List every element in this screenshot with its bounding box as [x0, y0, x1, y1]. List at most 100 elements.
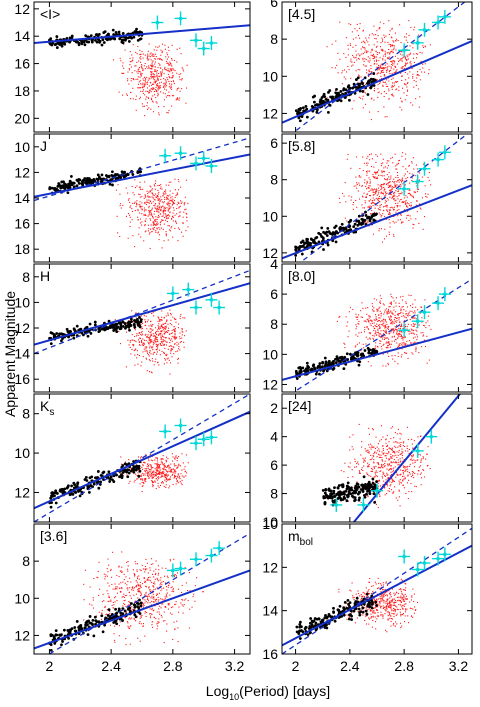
y-tick-label: 12 [14, 484, 30, 500]
ogle-point [386, 313, 388, 315]
ogle-point [153, 184, 155, 186]
ogle-point [161, 341, 163, 343]
ogle-point [406, 86, 408, 88]
panel-label: <I> [40, 6, 60, 22]
ogle-point [403, 209, 406, 211]
ogle-point [377, 84, 379, 86]
ogle-point [423, 163, 425, 165]
ogle-point [165, 327, 167, 329]
ogle-point [142, 53, 144, 55]
sequence-point [92, 482, 96, 486]
ogle-point [164, 207, 166, 209]
ogle-point [160, 333, 162, 335]
ogle-point [142, 57, 144, 59]
ogle-point [169, 87, 172, 89]
ogle-point [355, 316, 357, 318]
ogle-point [369, 446, 371, 448]
sequence-point [352, 82, 356, 86]
ogle-point [176, 460, 178, 462]
ogle-point [391, 64, 393, 66]
ogle-point [151, 71, 153, 73]
sequence-point [372, 212, 376, 216]
ogle-point [131, 348, 133, 351]
ogle-point [140, 236, 142, 238]
ogle-point [171, 88, 173, 90]
sequence-point [58, 43, 62, 46]
ogle-point [159, 88, 161, 90]
ogle-point [412, 473, 414, 475]
ogle-point [133, 202, 135, 204]
ogle-point [400, 333, 402, 335]
ogle-point [380, 75, 382, 77]
sequence-point [313, 94, 316, 98]
ogle-point [170, 206, 172, 208]
ogle-point [166, 77, 168, 79]
extreme-point [201, 46, 206, 51]
ogle-point [393, 195, 395, 197]
ogle-point [359, 54, 361, 56]
ogle-point [183, 476, 185, 478]
ogle-point [154, 80, 156, 82]
ogle-point [336, 320, 338, 322]
ogle-point [386, 337, 388, 339]
y-tick-label: 12 [14, 320, 30, 336]
ogle-point [412, 197, 415, 199]
sequence-point [357, 221, 361, 225]
ogle-point [424, 185, 426, 187]
ogle-point [363, 89, 365, 91]
ogle-point [391, 86, 393, 88]
ogle-point [164, 337, 166, 339]
ogle-point [161, 334, 163, 336]
ogle-point [398, 86, 400, 88]
ogle-point [130, 205, 132, 207]
ogle-point [384, 330, 386, 332]
ogle-point [162, 195, 164, 197]
ogle-point [392, 45, 394, 47]
ogle-point [389, 191, 391, 193]
ogle-point [174, 329, 176, 332]
ogle-point [135, 335, 138, 337]
ogle-point [130, 66, 133, 68]
ogle-point [142, 465, 144, 467]
ogle-point [139, 222, 142, 224]
ogle-point [140, 205, 142, 207]
ogle-point [153, 88, 155, 90]
ogle-point [173, 330, 175, 333]
sequence-point [134, 320, 138, 324]
ogle-point [393, 192, 395, 194]
ogle-point [394, 317, 396, 319]
ogle-point [405, 64, 407, 66]
ogle-point [136, 61, 138, 64]
ogle-point [152, 224, 154, 226]
ogle-point [161, 330, 163, 332]
ogle-point [139, 87, 141, 89]
sequence-point [349, 352, 352, 356]
ogle-point [134, 246, 136, 248]
ogle-point [180, 200, 182, 202]
ogle-point [130, 353, 132, 355]
y-tick-label: 14 [14, 190, 30, 206]
ogle-point [164, 473, 166, 475]
ogle-point [388, 71, 391, 73]
ogle-point [171, 324, 173, 326]
ogle-point [149, 338, 151, 340]
ogle-point [176, 97, 179, 99]
ogle-point [401, 348, 403, 350]
extreme-point [415, 179, 420, 184]
ogle-point [158, 114, 160, 116]
ogle-point [140, 340, 143, 342]
ogle-point [371, 203, 373, 205]
ogle-point [156, 74, 158, 76]
ogle-point [158, 326, 160, 328]
ogle-point [406, 215, 408, 217]
ogle-point [400, 334, 402, 336]
ogle-point [382, 323, 384, 325]
ogle-point [117, 184, 119, 186]
ogle-point [416, 168, 418, 170]
ogle-point [389, 212, 391, 214]
ogle-point [384, 228, 386, 230]
ogle-point [177, 98, 179, 100]
ogle-point [143, 348, 145, 350]
ogle-point [144, 115, 146, 117]
ogle-point [163, 469, 165, 471]
